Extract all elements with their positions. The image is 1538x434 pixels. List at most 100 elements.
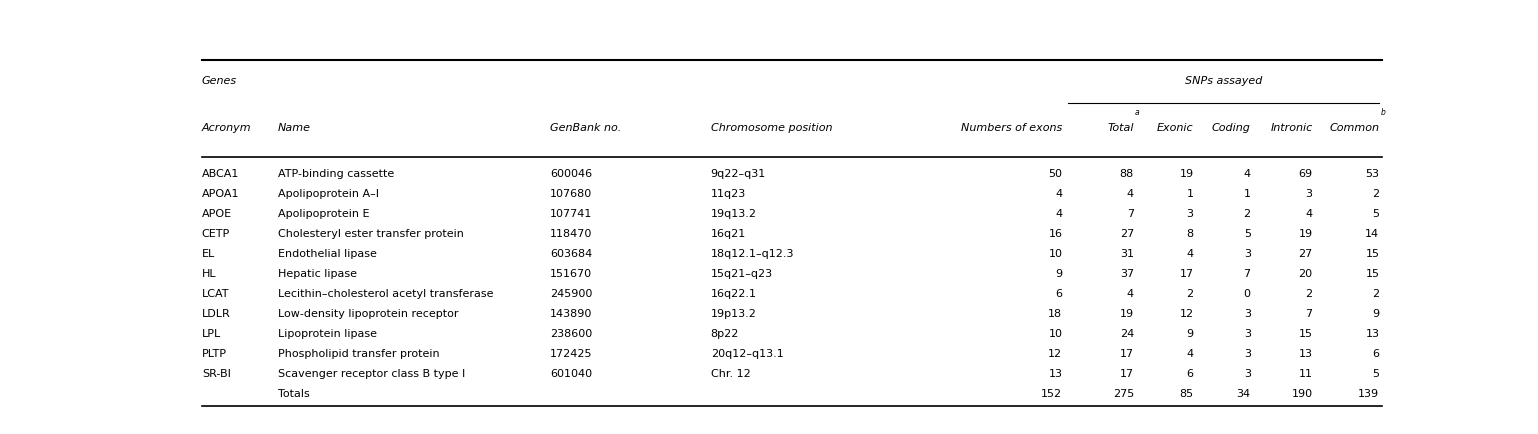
Text: Genes: Genes <box>201 76 237 85</box>
Text: 2: 2 <box>1372 189 1380 199</box>
Text: 11q23: 11q23 <box>711 189 746 199</box>
Text: 9: 9 <box>1186 328 1193 338</box>
Text: 15q21–q23: 15q21–q23 <box>711 269 774 279</box>
Text: 31: 31 <box>1120 249 1134 259</box>
Text: 34: 34 <box>1237 388 1250 398</box>
Text: Apolipoprotein E: Apolipoprotein E <box>278 209 369 219</box>
Text: 601040: 601040 <box>551 368 592 378</box>
Text: 107680: 107680 <box>551 189 592 199</box>
Text: 4: 4 <box>1186 249 1193 259</box>
Text: 50: 50 <box>1049 169 1063 179</box>
Text: 37: 37 <box>1120 269 1134 279</box>
Text: 19: 19 <box>1180 169 1193 179</box>
Text: 5: 5 <box>1372 368 1380 378</box>
Text: 1: 1 <box>1244 189 1250 199</box>
Text: 9: 9 <box>1372 308 1380 318</box>
Text: 5: 5 <box>1244 229 1250 239</box>
Text: 139: 139 <box>1358 388 1380 398</box>
Text: 4: 4 <box>1055 209 1063 219</box>
Text: Total: Total <box>1107 122 1134 132</box>
Text: 20: 20 <box>1298 269 1313 279</box>
Text: 151670: 151670 <box>551 269 592 279</box>
Text: 16: 16 <box>1049 229 1063 239</box>
Text: 8: 8 <box>1186 229 1193 239</box>
Text: 5: 5 <box>1372 209 1380 219</box>
Text: EL: EL <box>201 249 215 259</box>
Text: 8p22: 8p22 <box>711 328 740 338</box>
Text: 2: 2 <box>1244 209 1250 219</box>
Text: 4: 4 <box>1055 189 1063 199</box>
Text: 7: 7 <box>1306 308 1313 318</box>
Text: 152: 152 <box>1041 388 1063 398</box>
Text: 69: 69 <box>1298 169 1313 179</box>
Text: 4: 4 <box>1244 169 1250 179</box>
Text: 15: 15 <box>1366 269 1380 279</box>
Text: 19p13.2: 19p13.2 <box>711 308 757 318</box>
Text: 18: 18 <box>1049 308 1063 318</box>
Text: 10: 10 <box>1049 249 1063 259</box>
Text: 17: 17 <box>1120 348 1134 358</box>
Text: 4: 4 <box>1186 348 1193 358</box>
Text: ABCA1: ABCA1 <box>201 169 240 179</box>
Text: 603684: 603684 <box>551 249 592 259</box>
Text: 7: 7 <box>1244 269 1250 279</box>
Text: 600046: 600046 <box>551 169 592 179</box>
Text: APOA1: APOA1 <box>201 189 240 199</box>
Text: a: a <box>1135 108 1140 117</box>
Text: Chr. 12: Chr. 12 <box>711 368 751 378</box>
Text: Cholesteryl ester transfer protein: Cholesteryl ester transfer protein <box>278 229 464 239</box>
Text: 12: 12 <box>1049 348 1063 358</box>
Text: 6: 6 <box>1055 288 1063 298</box>
Text: LCAT: LCAT <box>201 288 229 298</box>
Text: Phospholipid transfer protein: Phospholipid transfer protein <box>278 348 440 358</box>
Text: 16q22.1: 16q22.1 <box>711 288 757 298</box>
Text: Common: Common <box>1329 122 1380 132</box>
Text: 245900: 245900 <box>551 288 592 298</box>
Text: 13: 13 <box>1049 368 1063 378</box>
Text: Apolipoprotein A–I: Apolipoprotein A–I <box>278 189 378 199</box>
Text: 0: 0 <box>1244 288 1250 298</box>
Text: 6: 6 <box>1372 348 1380 358</box>
Text: ATP-binding cassette: ATP-binding cassette <box>278 169 394 179</box>
Text: b: b <box>1381 108 1386 117</box>
Text: 9: 9 <box>1055 269 1063 279</box>
Text: Acronym: Acronym <box>201 122 251 132</box>
Text: Hepatic lipase: Hepatic lipase <box>278 269 357 279</box>
Text: 19: 19 <box>1120 308 1134 318</box>
Text: 4: 4 <box>1127 189 1134 199</box>
Text: LPL: LPL <box>201 328 221 338</box>
Text: 18q12.1–q12.3: 18q12.1–q12.3 <box>711 249 794 259</box>
Text: Chromosome position: Chromosome position <box>711 122 832 132</box>
Text: 17: 17 <box>1120 368 1134 378</box>
Text: 190: 190 <box>1292 388 1313 398</box>
Text: Numbers of exons: Numbers of exons <box>961 122 1063 132</box>
Text: Name: Name <box>278 122 311 132</box>
Text: 85: 85 <box>1180 388 1193 398</box>
Text: 3: 3 <box>1244 348 1250 358</box>
Text: 12: 12 <box>1180 308 1193 318</box>
Text: 1: 1 <box>1186 189 1193 199</box>
Text: SR-BI: SR-BI <box>201 368 231 378</box>
Text: Exonic: Exonic <box>1157 122 1193 132</box>
Text: 143890: 143890 <box>551 308 592 318</box>
Text: Lecithin–cholesterol acetyl transferase: Lecithin–cholesterol acetyl transferase <box>278 288 494 298</box>
Text: 118470: 118470 <box>551 229 592 239</box>
Text: 14: 14 <box>1366 229 1380 239</box>
Text: 3: 3 <box>1244 249 1250 259</box>
Text: 13: 13 <box>1366 328 1380 338</box>
Text: 24: 24 <box>1120 328 1134 338</box>
Text: 15: 15 <box>1298 328 1313 338</box>
Text: 10: 10 <box>1049 328 1063 338</box>
Text: Lipoprotein lipase: Lipoprotein lipase <box>278 328 377 338</box>
Text: 238600: 238600 <box>551 328 592 338</box>
Text: 3: 3 <box>1244 328 1250 338</box>
Text: 2: 2 <box>1306 288 1313 298</box>
Text: 6: 6 <box>1186 368 1193 378</box>
Text: 275: 275 <box>1112 388 1134 398</box>
Text: Totals: Totals <box>278 388 309 398</box>
Text: HL: HL <box>201 269 217 279</box>
Text: Scavenger receptor class B type I: Scavenger receptor class B type I <box>278 368 466 378</box>
Text: 4: 4 <box>1306 209 1313 219</box>
Text: 88: 88 <box>1120 169 1134 179</box>
Text: 19q13.2: 19q13.2 <box>711 209 757 219</box>
